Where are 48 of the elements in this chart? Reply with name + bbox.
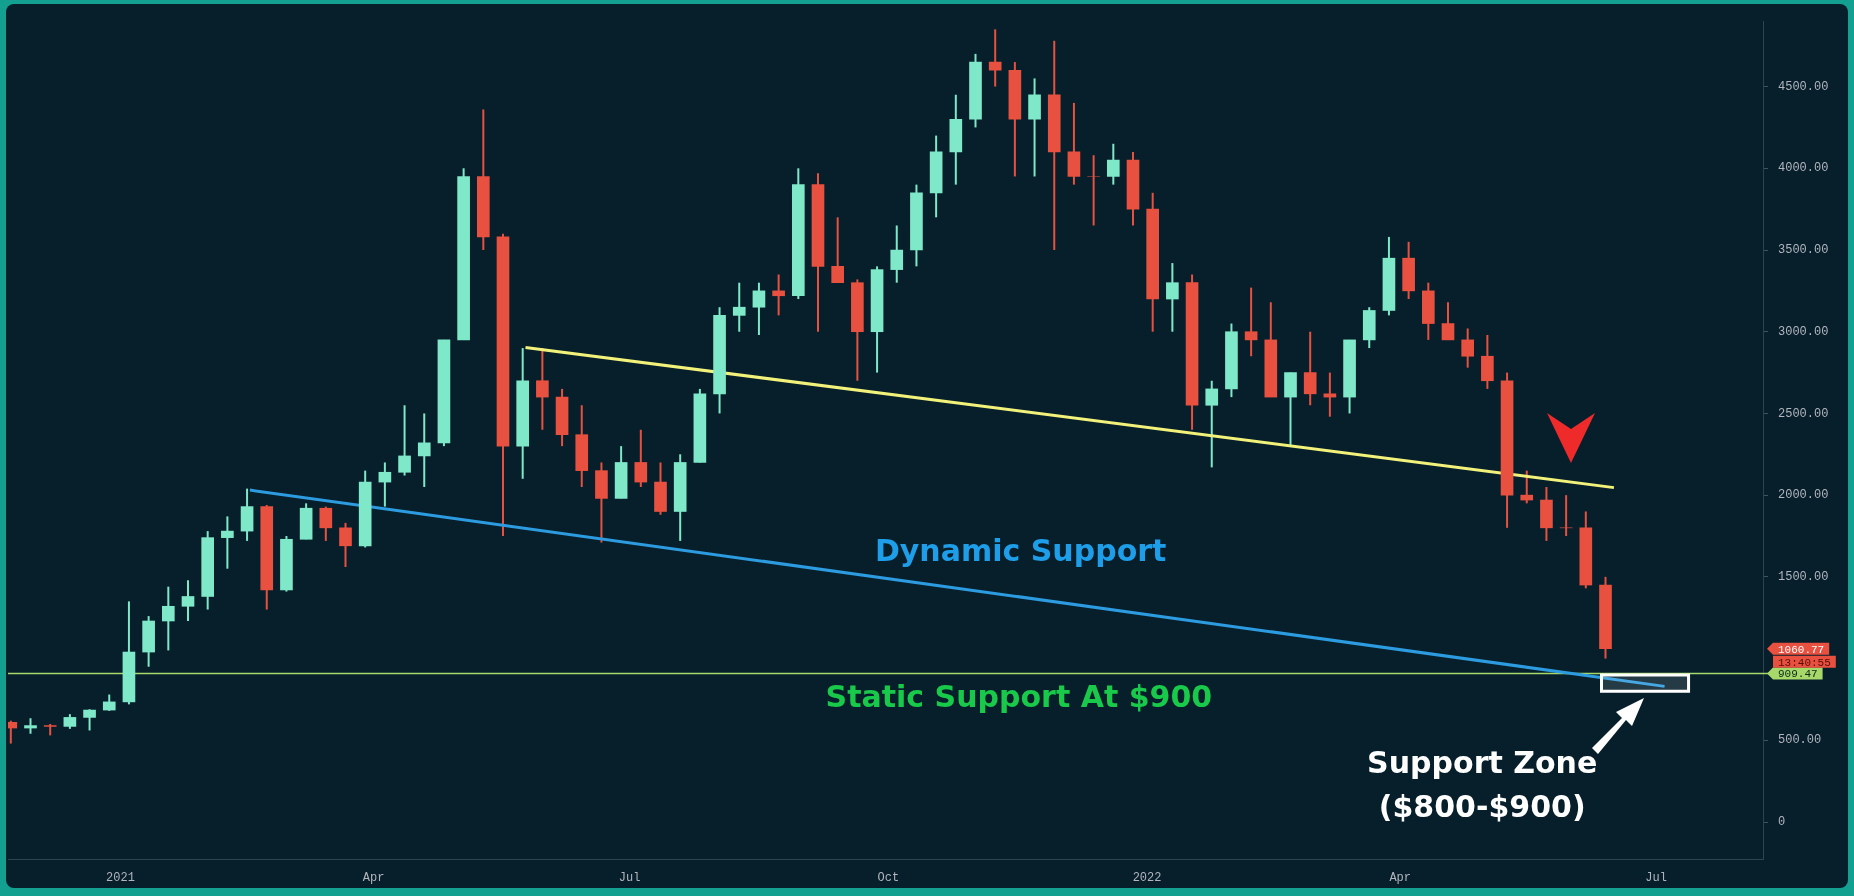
candlestick [181, 579, 195, 622]
candlestick [378, 461, 392, 508]
x-tick-label: Jul [1645, 870, 1667, 885]
annotation: Static Support At $900 [825, 679, 1213, 715]
x-tick-label: 2022 [1132, 870, 1162, 885]
candlestick [988, 28, 1002, 88]
candlestick [772, 273, 785, 317]
y-tick-label: 3500.00 [1778, 243, 1829, 258]
candlestick [1323, 371, 1337, 418]
y-tick-label: 2000.00 [1778, 488, 1829, 503]
y-tick-label: 4000.00 [1778, 161, 1829, 176]
candlestick [1087, 154, 1100, 227]
x-tick-label: Apr [362, 870, 385, 885]
candlestick [634, 428, 648, 488]
text: 13:40:55 [1778, 656, 1831, 669]
candlestick [161, 585, 175, 652]
candlestick [221, 515, 234, 570]
candlestick [1244, 286, 1258, 358]
candlestick [831, 216, 845, 284]
candlestick [1441, 301, 1455, 341]
x-tick-label: Oct [877, 870, 900, 885]
y-tick-label: 500.00 [1778, 733, 1822, 748]
annotation: Dynamic Support [874, 532, 1167, 568]
candlestick [339, 521, 352, 569]
y-tick-label: 3000.00 [1778, 324, 1829, 339]
y-tick-label: 0 [1778, 815, 1786, 830]
x-tick-label: Jul [618, 870, 641, 885]
annotation: Support Zone ($800-$900) [1367, 745, 1598, 825]
candlestick [1303, 330, 1317, 407]
ref-line-label: 909.47 [1778, 668, 1818, 681]
candlestick [83, 708, 96, 732]
x-tick-label: 2021 [106, 870, 135, 885]
x-tick-label: Apr [1389, 870, 1411, 885]
candlestick [1205, 379, 1219, 469]
candlestick [1166, 262, 1179, 333]
candlestick [319, 505, 333, 542]
candlestick [417, 412, 431, 488]
text: 1060.77 [1778, 643, 1825, 656]
y-tick-label: 2500.00 [1778, 406, 1829, 421]
y-tick-label: 4500.00 [1778, 79, 1829, 94]
candlestick [1106, 142, 1120, 186]
candlestick [732, 281, 746, 333]
candlestick [1461, 327, 1475, 369]
y-tick-label: 1500.00 [1778, 570, 1829, 585]
candlestick [752, 281, 766, 336]
candlestick [1520, 469, 1534, 505]
candlestick [890, 224, 904, 284]
candlestick [398, 404, 411, 477]
